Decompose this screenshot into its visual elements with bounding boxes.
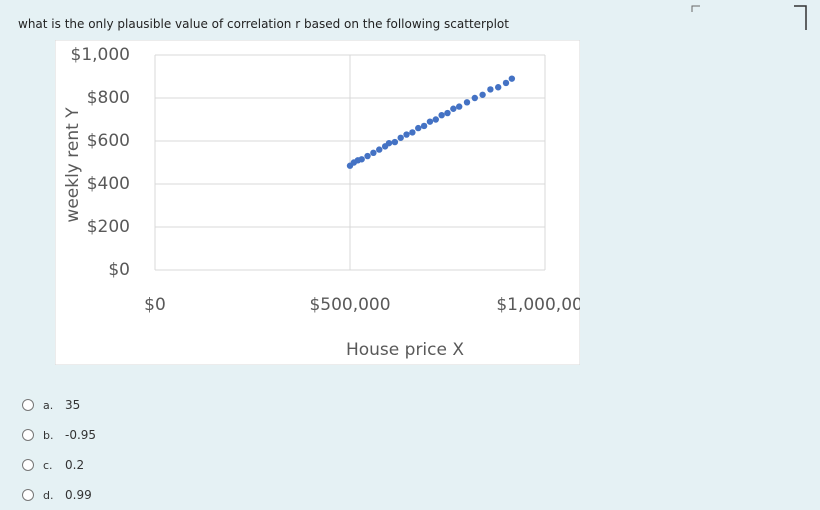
y-tick-label: $400 [87, 174, 130, 194]
option-text: 35 [65, 398, 81, 412]
point [391, 138, 399, 146]
option-letter: a. [43, 398, 54, 412]
point [432, 116, 439, 123]
point [397, 134, 404, 141]
y-tick-label: $200 [87, 217, 130, 237]
option[interactable]: d. 0.99 [22, 480, 96, 510]
corner-mark [691, 5, 700, 12]
y-axis-title: weekly rent Y [63, 107, 83, 223]
point [426, 118, 434, 125]
option-text: 0.99 [65, 488, 92, 502]
x-axis-title: House price X [346, 340, 464, 360]
corner-icon [794, 5, 807, 30]
y-tick-label: $1,000 [71, 45, 130, 65]
point [364, 152, 371, 160]
point [420, 122, 428, 130]
point [444, 109, 451, 117]
point [456, 103, 463, 110]
radio-button[interactable] [22, 489, 34, 501]
option-letter: d. [43, 488, 54, 502]
radio-button[interactable] [22, 399, 34, 411]
point [495, 84, 502, 91]
x-tick-label: $1,000,000 [496, 295, 580, 315]
point [479, 91, 486, 98]
chart: weekly rent Y House price X $0 $200 $400 $6… [55, 40, 580, 365]
point [463, 99, 471, 106]
y-tick-label: $600 [87, 131, 130, 151]
point [403, 131, 410, 138]
point [370, 149, 377, 157]
point [487, 86, 494, 93]
point [450, 105, 457, 112]
point [471, 94, 478, 102]
point [415, 124, 422, 132]
point [358, 156, 365, 163]
option[interactable]: a. 35 [22, 390, 96, 420]
y-tick-label: $800 [87, 88, 130, 108]
point [508, 75, 516, 82]
radio-button[interactable] [22, 429, 34, 441]
point [502, 79, 510, 87]
point [376, 146, 383, 153]
point [438, 112, 445, 119]
y-tick-label: $0 [108, 260, 130, 280]
options: a. 35 b. -0.95 c. 0.2 d. 0.99 [22, 390, 96, 510]
chart-background [55, 40, 580, 365]
radio-button[interactable] [22, 459, 34, 471]
point [409, 129, 416, 136]
x-tick-label: $500,000 [309, 295, 390, 315]
option[interactable]: b. -0.95 [22, 420, 96, 450]
option-letter: c. [43, 458, 53, 472]
option-text: -0.95 [65, 428, 97, 442]
option-letter: b. [43, 428, 54, 442]
x-tick-label: $0 [144, 295, 166, 315]
point [385, 139, 393, 147]
option-text: 0.2 [65, 458, 85, 472]
option[interactable]: c. 0.2 [22, 450, 96, 480]
question: what is the only plausible value of corr… [18, 17, 509, 31]
